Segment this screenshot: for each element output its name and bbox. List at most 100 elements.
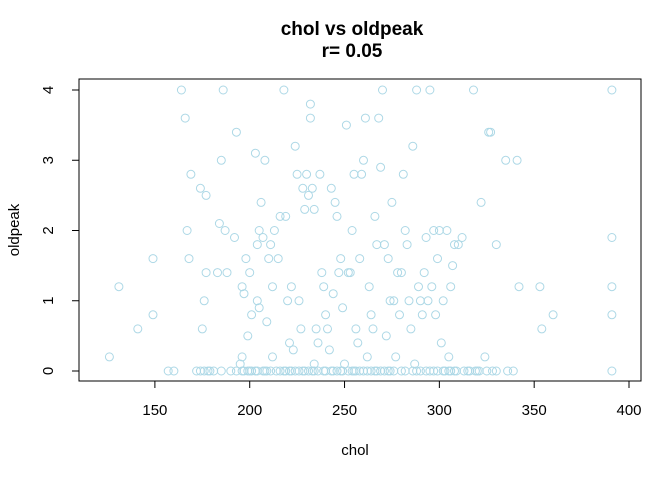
data-point <box>345 268 355 278</box>
data-point <box>226 366 236 376</box>
x-axis: 150 200 250 300 350 400 <box>142 380 642 419</box>
data-point <box>309 359 319 369</box>
data-point <box>607 282 617 292</box>
data-point <box>366 366 376 376</box>
data-point <box>370 211 380 221</box>
data-point <box>351 324 361 334</box>
data-point <box>376 162 386 172</box>
data-point <box>332 366 342 376</box>
data-point <box>444 352 454 362</box>
data-point <box>491 240 501 250</box>
data-point <box>425 85 435 95</box>
data-point <box>451 366 461 376</box>
data-point <box>264 254 274 264</box>
data-point <box>391 352 401 362</box>
data-point <box>343 268 353 278</box>
data-point <box>180 113 190 123</box>
data-point <box>319 282 329 292</box>
data-point <box>262 317 272 327</box>
data-point <box>311 324 321 334</box>
data-point <box>491 366 501 376</box>
data-point <box>457 233 467 242</box>
x-axis-label: chol <box>341 442 369 459</box>
data-point <box>243 331 253 341</box>
data-point <box>378 85 387 95</box>
data-point <box>273 254 283 264</box>
data-point <box>250 148 260 158</box>
data-point <box>469 85 478 95</box>
data-point <box>415 366 425 376</box>
data-point <box>355 254 365 264</box>
data-point <box>412 85 422 95</box>
x-tick-label: 300 <box>427 402 452 419</box>
data-point <box>476 197 486 207</box>
data-point <box>340 359 349 369</box>
data-point <box>201 268 211 278</box>
y-tick-label: 1 <box>40 297 57 305</box>
data-point <box>421 233 431 242</box>
data-point <box>237 282 247 292</box>
data-point <box>488 366 497 376</box>
y-tick-label: 2 <box>40 226 57 234</box>
data-point <box>309 204 319 214</box>
x-tick-label: 200 <box>237 402 262 419</box>
data-point <box>360 113 370 123</box>
data-point <box>163 366 173 376</box>
data-point <box>305 99 315 109</box>
data-point <box>258 233 268 242</box>
data-point <box>334 268 344 278</box>
data-point <box>396 366 406 376</box>
data-point <box>319 366 329 376</box>
data-point <box>501 155 511 165</box>
data-point <box>410 359 420 369</box>
data-point <box>195 183 205 193</box>
data-point <box>305 113 315 123</box>
data-point <box>218 85 228 95</box>
data-point <box>176 85 186 95</box>
data-point <box>281 211 291 221</box>
data-point <box>415 296 425 306</box>
chart-title: chol vs oldpeak <box>281 19 424 40</box>
data-point <box>450 240 459 250</box>
data-point <box>402 240 412 250</box>
chart-subtitle: r= 0.05 <box>322 41 383 62</box>
data-point <box>514 282 524 292</box>
data-point <box>199 366 209 376</box>
data-point <box>338 366 348 376</box>
data-point <box>247 310 257 320</box>
data-point <box>296 324 306 334</box>
y-axis: 0 1 2 3 4 <box>40 86 80 375</box>
data-point <box>169 366 179 376</box>
data-point <box>607 366 617 376</box>
data-point <box>269 226 279 235</box>
data-point <box>199 296 209 306</box>
data-point <box>323 324 332 334</box>
data-point <box>304 190 313 200</box>
data-point <box>260 155 270 165</box>
data-point <box>307 183 317 193</box>
data-point <box>349 169 359 179</box>
plot-frame <box>78 78 642 382</box>
data-point <box>266 240 276 250</box>
y-tick-label: 4 <box>40 86 57 94</box>
data-point <box>321 310 331 320</box>
data-point <box>184 254 194 264</box>
data-point <box>484 127 494 137</box>
data-point <box>383 254 393 264</box>
data-point <box>336 254 346 264</box>
data-point <box>385 296 395 306</box>
data-point <box>357 169 367 179</box>
data-point <box>374 113 384 123</box>
data-point <box>266 366 276 376</box>
data-point <box>434 226 444 235</box>
data-point <box>379 240 389 250</box>
data-point <box>453 240 463 250</box>
data-point <box>332 211 342 221</box>
data-point <box>395 310 404 320</box>
data-point <box>326 183 336 193</box>
data-point <box>220 226 230 235</box>
data-point <box>231 127 241 137</box>
data-point <box>256 197 266 207</box>
data-point <box>368 324 378 334</box>
